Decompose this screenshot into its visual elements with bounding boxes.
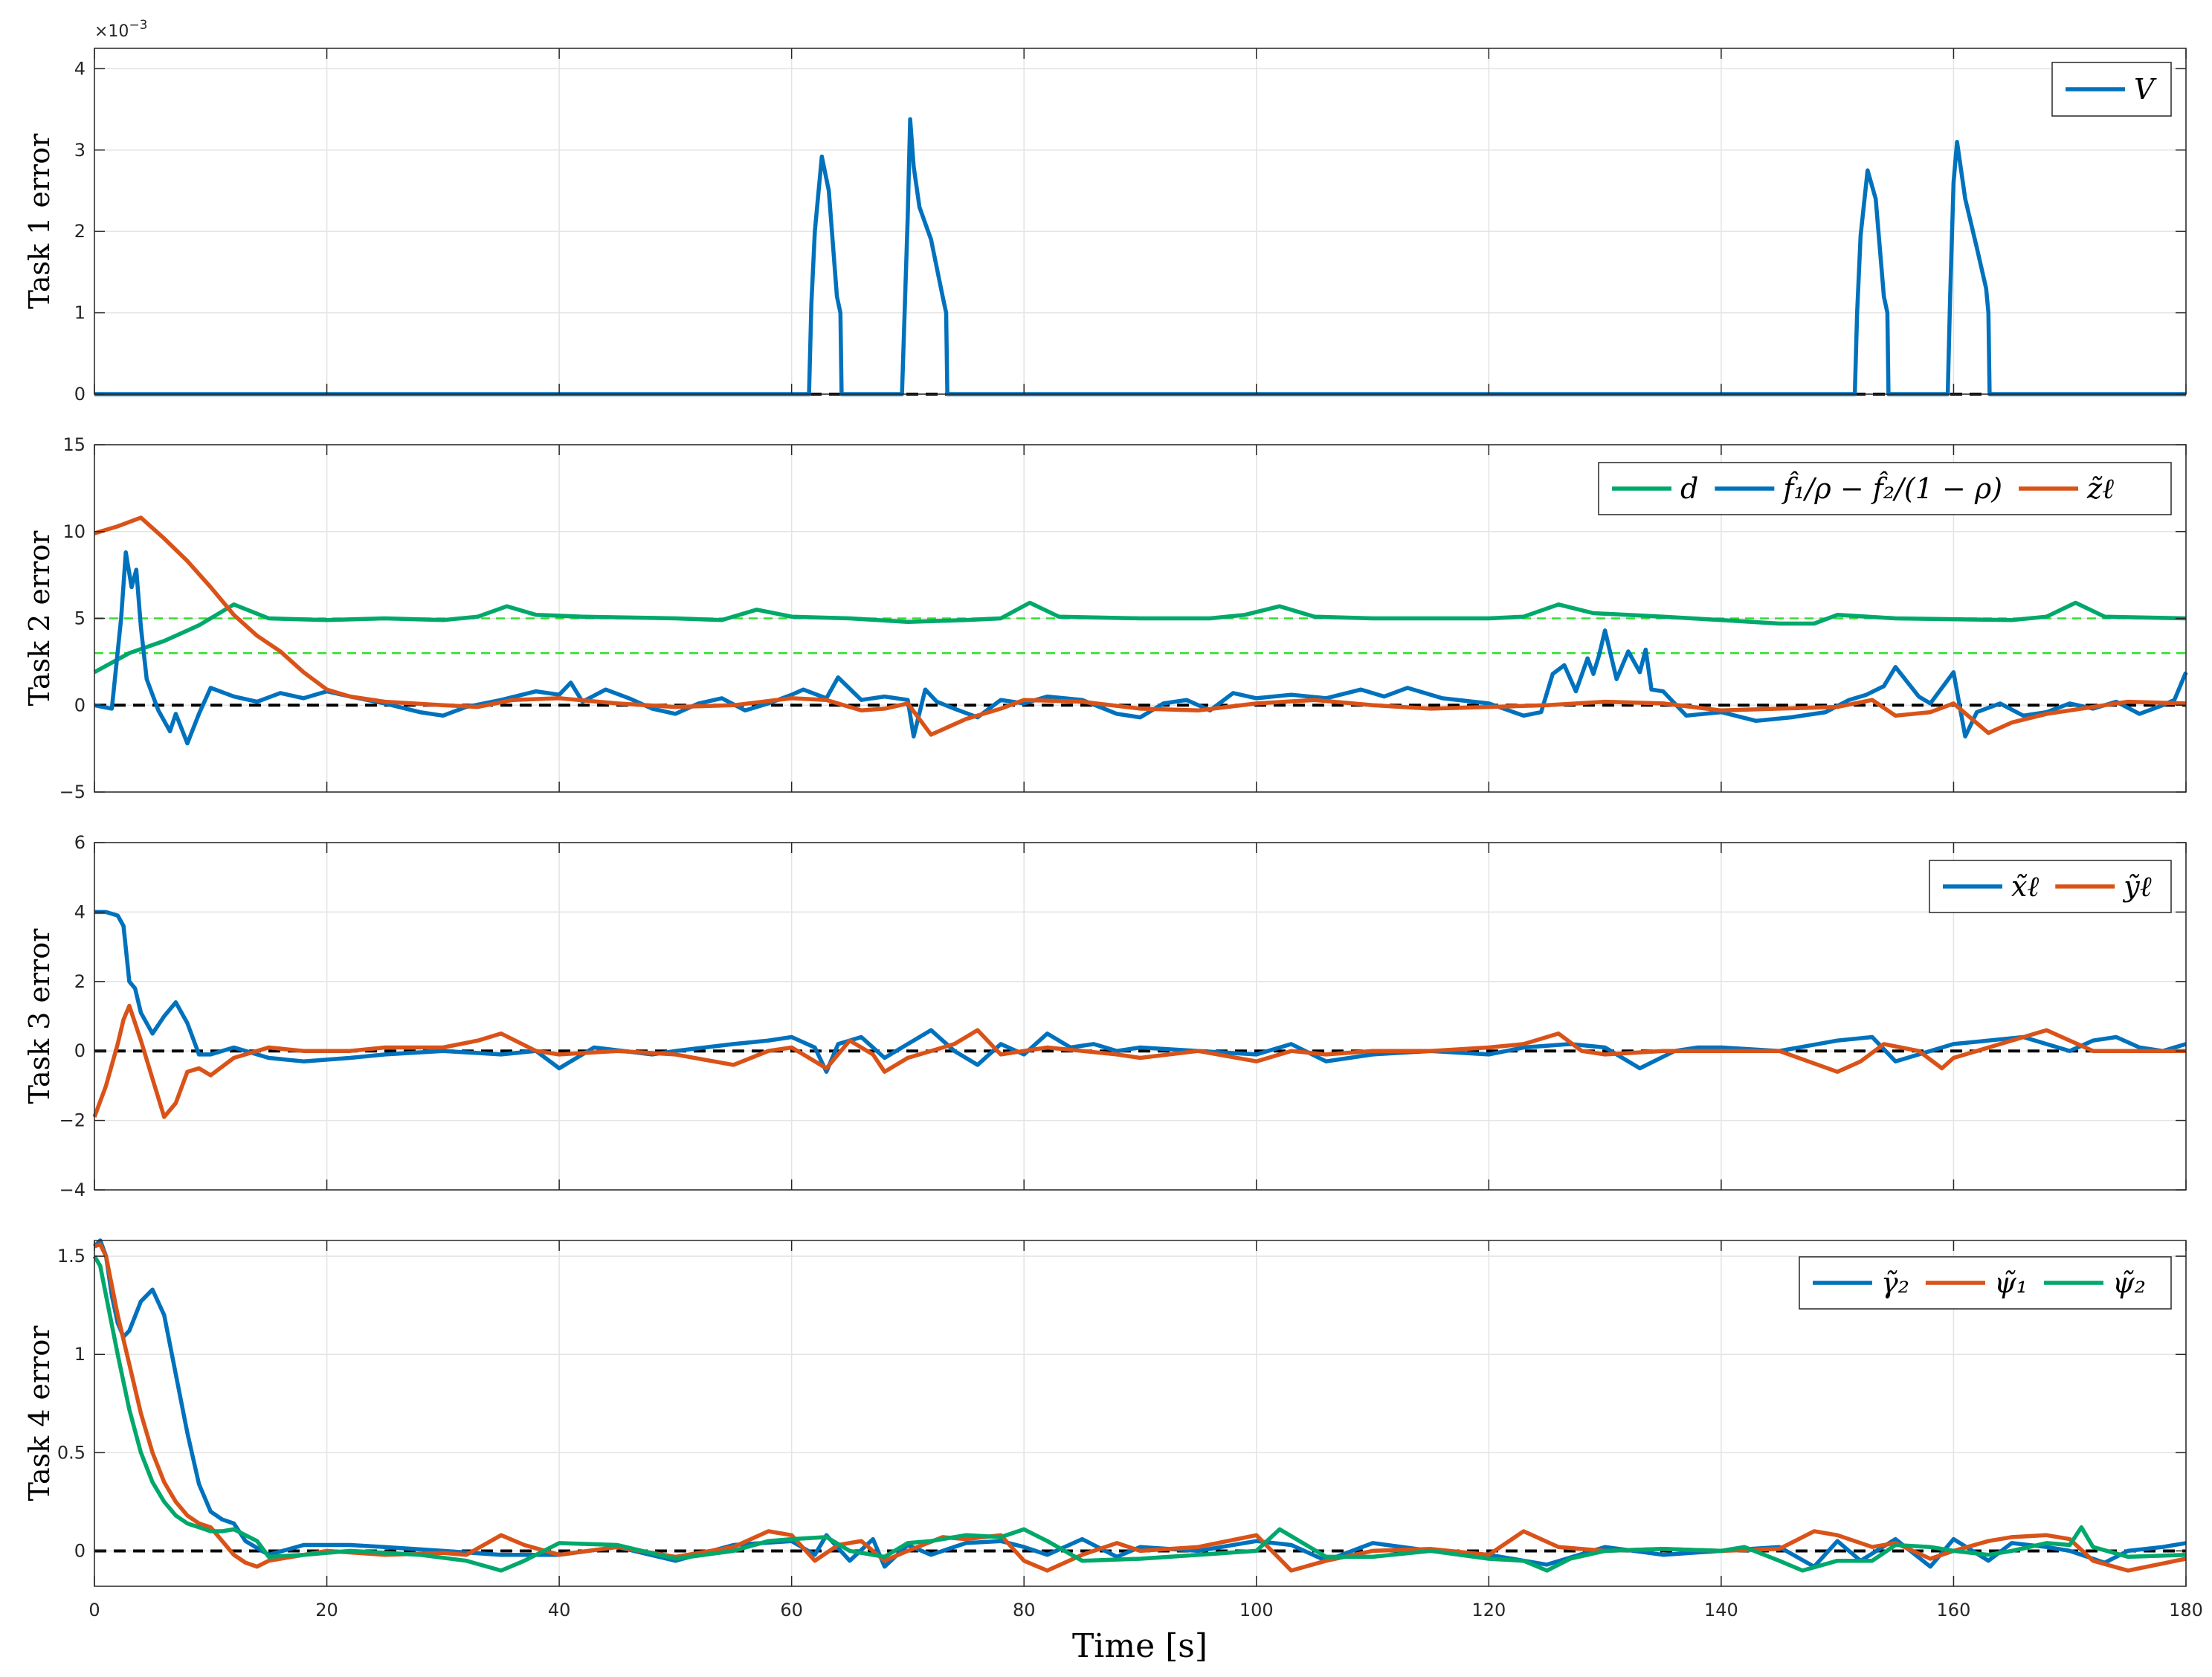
y-tick-label: 4 (74, 58, 86, 79)
exponent-power: −3 (129, 18, 147, 33)
series-line (92, 1003, 2186, 1119)
legend-entry-label: ỹℓ (2122, 870, 2151, 903)
axes-frame (94, 444, 2187, 793)
legend-entry-label: ψ̃₂ (2112, 1266, 2146, 1299)
legend-entry-label: V (2134, 73, 2157, 106)
y-axis-title: Task 3 error (23, 928, 56, 1104)
y-tick-label: 2 (74, 221, 86, 242)
y-tick-label: −2 (59, 1110, 86, 1131)
subplot-3: −4 −2 0 2 4 6 Task 3 error x̃ℓ ỹℓ (23, 832, 2187, 1200)
legend-entry-label: f̂₁/ρ − f̂₂/(1 − ρ) (1781, 471, 2002, 505)
y-tick-label: −4 (59, 1179, 86, 1200)
axes-background (94, 48, 2186, 394)
subplot-4: 0 0.5 1 1.5 0 20 40 60 80 100 120 140 160 180 Task 4 e… (23, 1238, 2203, 1620)
axes-frame (94, 842, 2187, 1191)
subplot-1: 0 1 2 3 4 ×10−3 Task 1 error V (23, 18, 2187, 405)
y-axis-title: Task 2 error (23, 530, 56, 706)
tick-marks (94, 842, 2187, 1191)
y-tick-label: 0 (74, 1540, 86, 1561)
axes-frame (94, 1240, 2187, 1587)
legend-entry-label: γ̃₂ (1881, 1266, 1909, 1299)
x-axis-title: Time [s] (1072, 1627, 1207, 1665)
x-tick-label: 20 (315, 1600, 338, 1620)
y-tick-label: 1 (74, 303, 86, 324)
series-line (94, 550, 2188, 746)
y-axis-title: Task 1 error (23, 133, 56, 309)
y-tick-label: 5 (74, 608, 86, 629)
y-axis-title: Task 4 error (23, 1325, 56, 1501)
series-line (92, 1255, 2187, 1573)
series-line (93, 1238, 2187, 1569)
x-tick-label: 120 (1471, 1600, 1506, 1620)
x-tick-label: 100 (1239, 1600, 1274, 1620)
axes-background (94, 843, 2186, 1190)
y-tick-label: 0 (74, 695, 86, 715)
x-tick-label: 140 (1704, 1600, 1738, 1620)
x-tick-label: 0 (88, 1600, 100, 1620)
x-tick-label: 60 (780, 1600, 803, 1620)
legend: x̃ℓ ỹℓ (1929, 860, 2172, 913)
legend-entry-label: ψ̃₁ (1994, 1266, 2028, 1299)
legend-entry-label: z̃ℓ (2086, 472, 2114, 505)
y-tick-label: 1 (74, 1344, 86, 1365)
legend-entry-label: d (1680, 472, 1698, 505)
axes-frame (94, 48, 2187, 395)
y-tick-label: 0 (74, 1040, 86, 1061)
series-line (94, 910, 2187, 1074)
y-tick-label: 6 (74, 832, 86, 853)
y-exponent-label: ×10−3 (94, 18, 148, 41)
x-tick-label: 80 (1013, 1600, 1036, 1620)
legend: d f̂₁/ρ − f̂₂/(1 − ρ) z̃ℓ (1598, 462, 2172, 515)
y-tick-label: 10 (62, 521, 86, 542)
series-line (93, 600, 2187, 675)
subplot-2: −5 0 5 10 15 Task 2 error d f̂₁/ρ − f̂₂/(1 − ρ)… (23, 434, 2188, 802)
y-tick-label: 1.5 (57, 1246, 86, 1266)
y-tick-label: 2 (74, 971, 86, 992)
x-tick-label: 40 (548, 1600, 571, 1620)
x-tick-label: 180 (2169, 1600, 2203, 1620)
y-tick-label: 4 (74, 901, 86, 922)
exponent-base: ×10 (94, 22, 129, 41)
legend-entry-label: x̃ℓ (2011, 870, 2039, 903)
y-tick-label: 0 (74, 384, 86, 405)
x-tick-label: 160 (1937, 1600, 1971, 1620)
y-tick-label: 3 (74, 140, 86, 161)
legend: V (2051, 62, 2172, 117)
y-tick-label: 0.5 (57, 1442, 86, 1463)
series-line (94, 515, 2187, 737)
y-tick-label: −5 (59, 782, 86, 802)
y-tick-label: 15 (62, 434, 86, 455)
legend: γ̃₂ ψ̃₁ ψ̃₂ (1799, 1256, 2172, 1310)
